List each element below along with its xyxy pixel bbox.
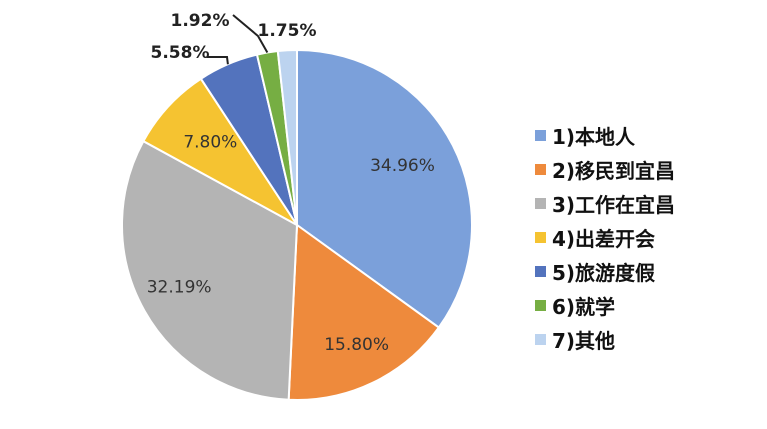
legend-item: 6)就学	[535, 288, 675, 322]
legend-item: 4)出差开会	[535, 220, 675, 254]
slice-value-label: 32.19%	[147, 278, 212, 298]
legend-swatch	[535, 163, 546, 175]
legend: 1)本地人 2)移民到宜昌 3)工作在宜昌 4)出差开会 5)旅游度假 6)就学 7)其他	[535, 118, 675, 356]
legend-item: 1)本地人	[535, 118, 675, 152]
legend-swatch	[535, 299, 546, 311]
pie-slice	[276, 48, 298, 226]
legend-swatch	[535, 231, 546, 243]
legend-label: 7)其他	[552, 328, 616, 353]
slice-value-label: 1.92%	[171, 11, 230, 31]
legend-label: 5)旅游度假	[552, 260, 656, 285]
slice-value-label: 5.58%	[151, 43, 210, 63]
leader-line	[232, 14, 269, 54]
slice-value-label: 34.96%	[370, 156, 435, 176]
slice-value-label: 15.80%	[324, 335, 389, 355]
legend-item: 3)工作在宜昌	[535, 186, 675, 220]
pie-slice	[121, 139, 299, 401]
pie-slice	[296, 48, 473, 329]
legend-item: 5)旅游度假	[535, 254, 675, 288]
pie-slice	[287, 223, 441, 401]
legend-label: 3)工作在宜昌	[552, 192, 676, 217]
legend-swatch	[535, 333, 546, 345]
legend-label: 2)移民到宜昌	[552, 158, 676, 183]
legend-swatch	[535, 129, 546, 141]
slice-value-label: 7.80%	[183, 133, 237, 153]
legend-swatch	[535, 197, 546, 209]
legend-item: 7)其他	[535, 322, 675, 356]
legend-label: 4)出差开会	[552, 226, 656, 251]
slice-value-label: 1.75%	[258, 21, 317, 41]
legend-label: 1)本地人	[552, 124, 636, 149]
legend-label: 6)就学	[552, 294, 616, 319]
legend-item: 2)移民到宜昌	[535, 152, 675, 186]
leader-line	[207, 56, 229, 65]
legend-swatch	[535, 265, 546, 277]
